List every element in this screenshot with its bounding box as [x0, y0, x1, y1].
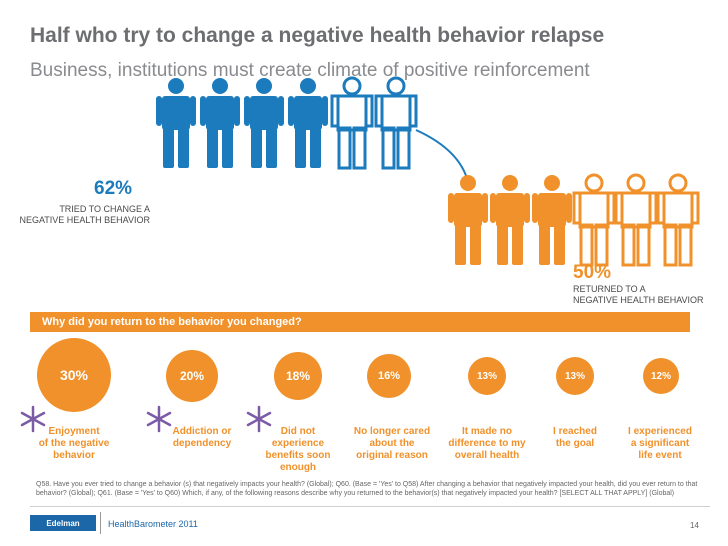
- page-number: 14: [690, 521, 699, 530]
- reason-bubble: 20%: [166, 350, 218, 402]
- person-icon: [200, 78, 240, 168]
- person-icon: [244, 78, 284, 168]
- reason-label-line: behavior: [53, 450, 95, 461]
- reason-label-line: I experienced: [628, 426, 692, 437]
- footer-divider-line: [30, 506, 710, 507]
- reason-label: I reached the goal: [525, 426, 625, 450]
- edelman-logo: Edelman: [30, 515, 96, 531]
- reason-label: Addiction or dependency: [152, 426, 252, 450]
- reason-bubble: 18%: [274, 352, 322, 400]
- reason-label-line: the goal: [555, 438, 595, 449]
- question-banner: [30, 312, 690, 332]
- reason-label: Did not experience benefits soon enough: [248, 426, 348, 474]
- reason-label-line: of the negative: [38, 438, 110, 449]
- reason-label: No longer cared about the original reaso…: [342, 426, 442, 462]
- asterisk-icon: [246, 405, 272, 433]
- stat-right-label-line: NEGATIVE HEALTH BEHAVIOR: [573, 295, 704, 305]
- stat-left-label: TRIED TO CHANGE A NEGATIVE HEALTH BEHAVI…: [0, 204, 150, 226]
- asterisk-icon: [20, 405, 46, 433]
- reason-label-line: a significant: [630, 438, 690, 449]
- reason-bubble: 12%: [643, 358, 679, 394]
- reason-label-line: overall health: [454, 450, 520, 461]
- person-icon: [572, 173, 616, 267]
- slide-subtitle: Business, institutions must create clima…: [30, 60, 590, 81]
- reason-bubble: 13%: [468, 357, 506, 395]
- curved-arrow-icon: [415, 129, 469, 183]
- reason-label-line: difference to my: [448, 438, 526, 449]
- reason-label-line: dependency: [172, 438, 232, 449]
- reason-label: It made no difference to my overall heal…: [437, 426, 537, 462]
- reason-label-line: I reached: [553, 426, 597, 437]
- person-icon: [490, 175, 530, 265]
- footnote: Q58. Have you ever tried to change a beh…: [36, 481, 698, 497]
- asterisk-icon: [146, 405, 172, 433]
- reason-label-line: Addiction or: [172, 426, 232, 437]
- footer-brand: HealthBarometer 2011: [108, 519, 198, 529]
- reason-label-line: original reason: [356, 450, 428, 461]
- person-icon: [614, 173, 658, 267]
- person-icon: [448, 175, 488, 265]
- person-icon: [656, 173, 700, 267]
- reason-bubble: 16%: [367, 354, 411, 398]
- reason-label-line: No longer cared: [353, 426, 431, 437]
- reason-label-line: enough: [279, 462, 317, 473]
- reason-label: Enjoyment of the negative behavior: [24, 426, 124, 462]
- person-icon: [330, 76, 374, 170]
- person-icon: [156, 78, 196, 168]
- reason-label-line: benefits soon: [265, 450, 331, 461]
- stat-left-label-line: NEGATIVE HEALTH BEHAVIOR: [19, 215, 150, 225]
- reason-bubble: 30%: [37, 338, 111, 412]
- reason-label-line: Enjoyment: [48, 426, 100, 437]
- reason-label-line: life event: [638, 450, 682, 461]
- reason-label-line: Did not: [280, 426, 316, 437]
- stat-left-label-line: TRIED TO CHANGE A: [59, 204, 150, 214]
- stat-right-value: 50%: [573, 262, 612, 283]
- reason-bubble: 13%: [556, 357, 594, 395]
- question-text: Why did you return to the behavior you c…: [42, 316, 302, 328]
- person-icon: [374, 76, 418, 170]
- stat-left-value: 62%: [94, 178, 133, 199]
- reason-label: I experienced a significant life event: [610, 426, 710, 462]
- person-icon: [532, 175, 572, 265]
- stat-right-label-line: RETURNED TO A: [573, 284, 646, 294]
- reason-label-line: experience: [271, 438, 325, 449]
- reason-label-line: It made no: [461, 426, 512, 437]
- person-icon: [288, 78, 328, 168]
- stat-right-label: RETURNED TO A NEGATIVE HEALTH BEHAVIOR: [573, 284, 704, 306]
- reason-label-line: about the: [369, 438, 415, 449]
- footer-vertical-divider: [100, 512, 101, 534]
- slide-title: Half who try to change a negative health…: [30, 24, 605, 47]
